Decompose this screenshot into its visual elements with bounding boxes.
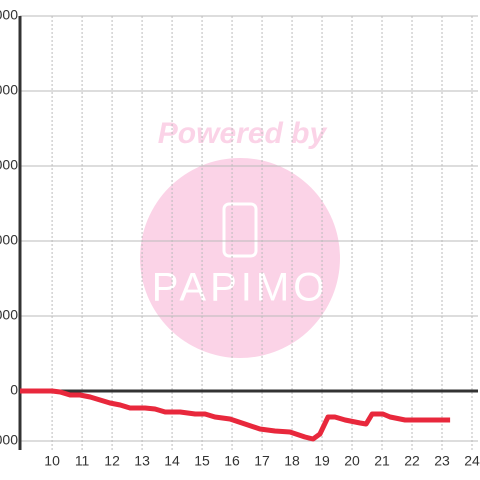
x-tick-label: 11 (75, 453, 90, 469)
x-tick-label: 18 (284, 453, 300, 469)
x-tick-label: 21 (374, 453, 390, 469)
watermark-circle (140, 158, 340, 358)
watermark-phone (222, 202, 258, 258)
x-tick-label: 13 (134, 453, 150, 469)
watermark: Powered by PAPIMO (140, 117, 340, 358)
plot: -20,000 0 30,000 60,000 90,000 120,000 150,000… (0, 7, 480, 469)
y-tick-label: 60,000 (0, 232, 18, 248)
y-tick-label: 90,000 (0, 157, 18, 173)
data-line (20, 388, 451, 442)
y-tick-label: 30,000 (0, 307, 18, 323)
y-tick-label: 150,000 (0, 7, 18, 23)
x-tick-label: 19 (314, 453, 330, 469)
y-tick-label: -20,000 (0, 432, 18, 448)
x-tick-label: 17 (254, 453, 270, 469)
x-tick-label: 24 (464, 453, 480, 469)
watermark-logo: PAPIMO (152, 266, 329, 310)
watermark-caption: Powered by (158, 117, 328, 150)
x-tick-label: 16 (224, 453, 240, 469)
x-tick-label: 23 (434, 453, 450, 469)
x-tick-label: 10 (44, 453, 60, 469)
x-tick-label: 20 (344, 453, 360, 469)
x-tick-label: 22 (404, 453, 420, 469)
y-tick-label: 120,000 (0, 82, 18, 98)
x-tick-label: 15 (194, 453, 210, 469)
x-tick-label: 14 (164, 453, 180, 469)
x-tick-label: 12 (104, 453, 120, 469)
y-tick-label: 0 (10, 382, 18, 398)
